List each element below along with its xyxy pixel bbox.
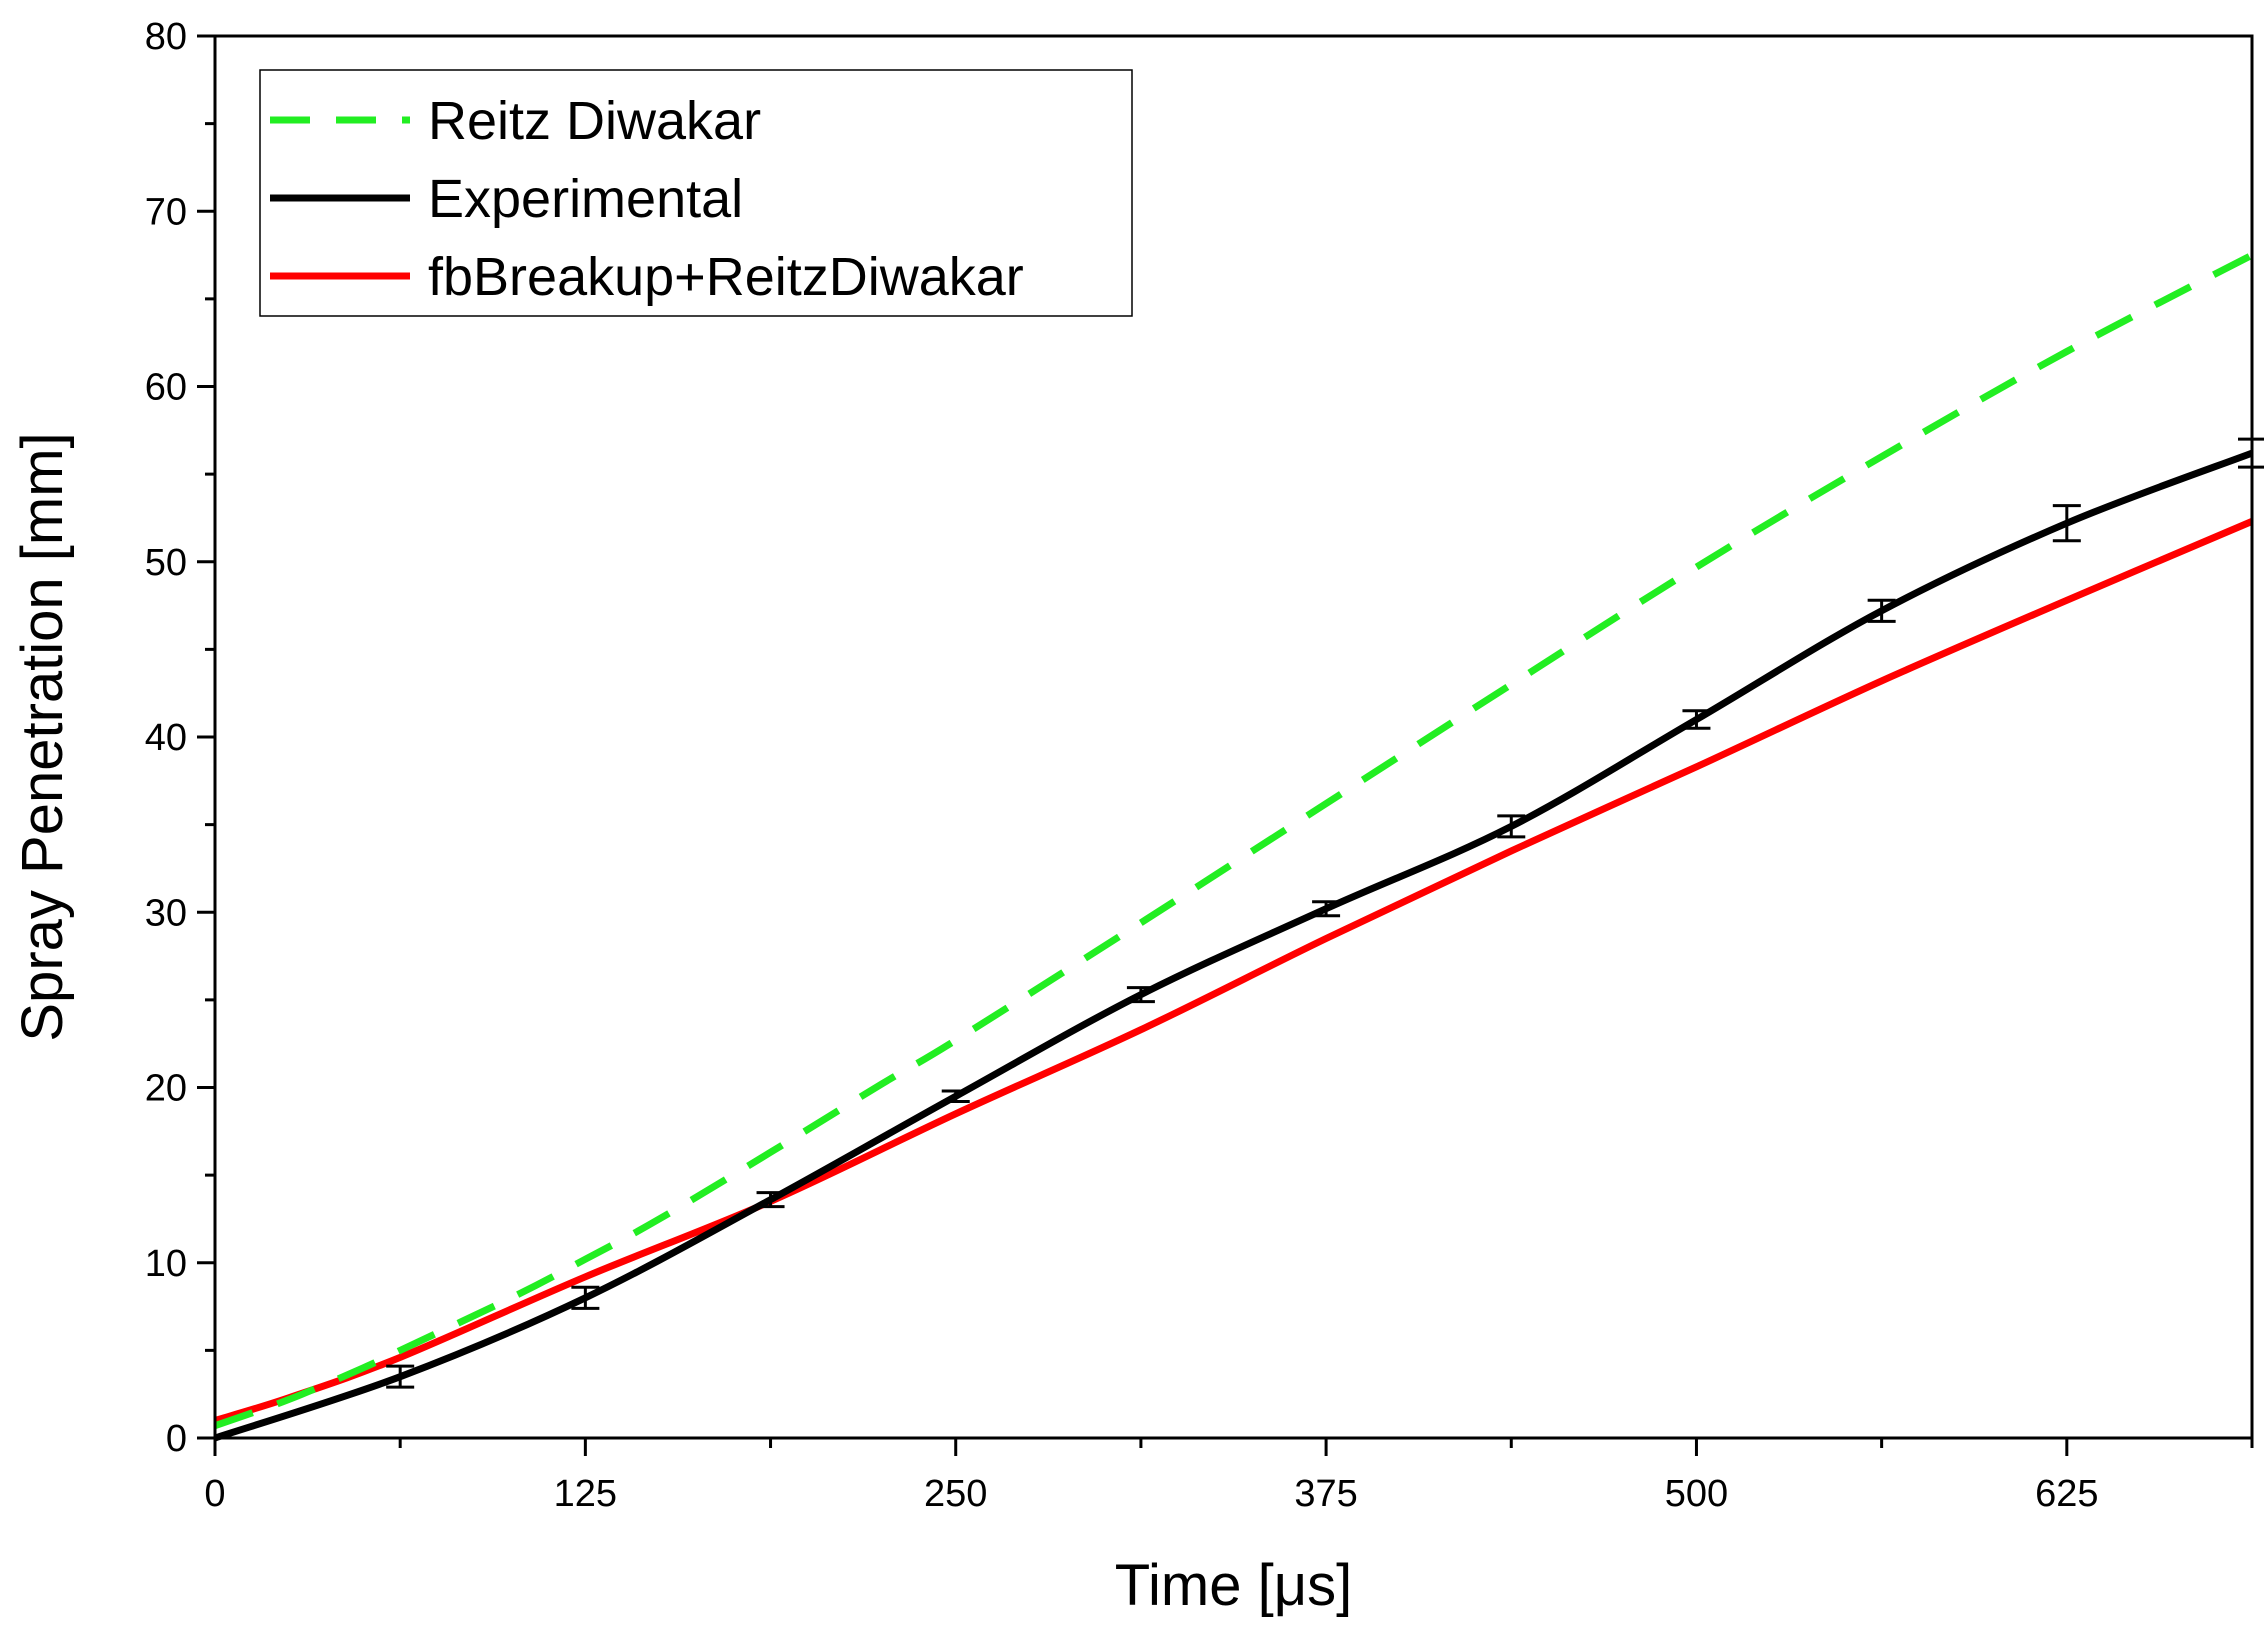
error-bar: [1682, 709, 1711, 730]
series-line-fbbreakup-reitzdiwakar: [213, 518, 2254, 1424]
legend-label: fbBreakup+ReitzDiwakar: [428, 247, 1024, 307]
series-line-experimental: [213, 449, 2254, 1442]
legend-entries: Reitz Diwakar Experimental fbBreakup+Reitz…: [270, 91, 1024, 307]
x-tick-label: 500: [1665, 1473, 1728, 1515]
error-bar: [756, 1191, 785, 1209]
y-tick-label: 20: [145, 1068, 187, 1110]
x-axis-title: Time [μs]: [1115, 1553, 1353, 1618]
error-bars: [386, 437, 2264, 1389]
error-bar: [571, 1285, 600, 1310]
y-tick-label: 10: [145, 1243, 187, 1285]
y-tick-label: 50: [145, 542, 187, 584]
y-tick-label: 70: [145, 191, 187, 233]
y-tick-label: 40: [145, 717, 187, 759]
error-bar: [1497, 814, 1526, 839]
series-line-reitz-diwakar: [213, 251, 2254, 1430]
x-tick-label: 625: [2035, 1473, 2098, 1515]
legend-label: Reitz Diwakar: [428, 91, 761, 151]
x-tick-label: 125: [554, 1473, 617, 1515]
legend-label: Experimental: [428, 169, 743, 229]
plot-lines: [213, 251, 2254, 1442]
y-tick-label: 60: [145, 367, 187, 409]
legend: Reitz Diwakar Experimental fbBreakup+Reitz…: [259, 69, 1133, 317]
x-tick-label: 375: [1294, 1473, 1357, 1515]
tick-labels: 0 125 250 375 500 625 0 10 20 30 40 50 60 70 80: [145, 16, 2099, 1515]
error-bar: [1126, 986, 1155, 1004]
y-axis-title: Spray Penetration [mm]: [10, 432, 75, 1041]
error-bar: [386, 1364, 415, 1389]
y-tick-label: 30: [145, 892, 187, 934]
x-tick-label: 250: [924, 1473, 987, 1515]
error-bar: [941, 1089, 970, 1104]
error-bar: [2052, 504, 2081, 543]
legend-entry: fbBreakup+ReitzDiwakar: [270, 247, 1024, 307]
error-bar: [1312, 900, 1341, 918]
axis-ticks: [197, 34, 2254, 1456]
y-tick-label: 80: [145, 16, 187, 58]
legend-entry: Reitz Diwakar: [270, 91, 761, 151]
y-tick-label: 0: [166, 1418, 187, 1460]
x-tick-label: 0: [204, 1473, 225, 1515]
legend-entry: Experimental: [270, 169, 743, 229]
error-bar: [1867, 598, 1896, 623]
